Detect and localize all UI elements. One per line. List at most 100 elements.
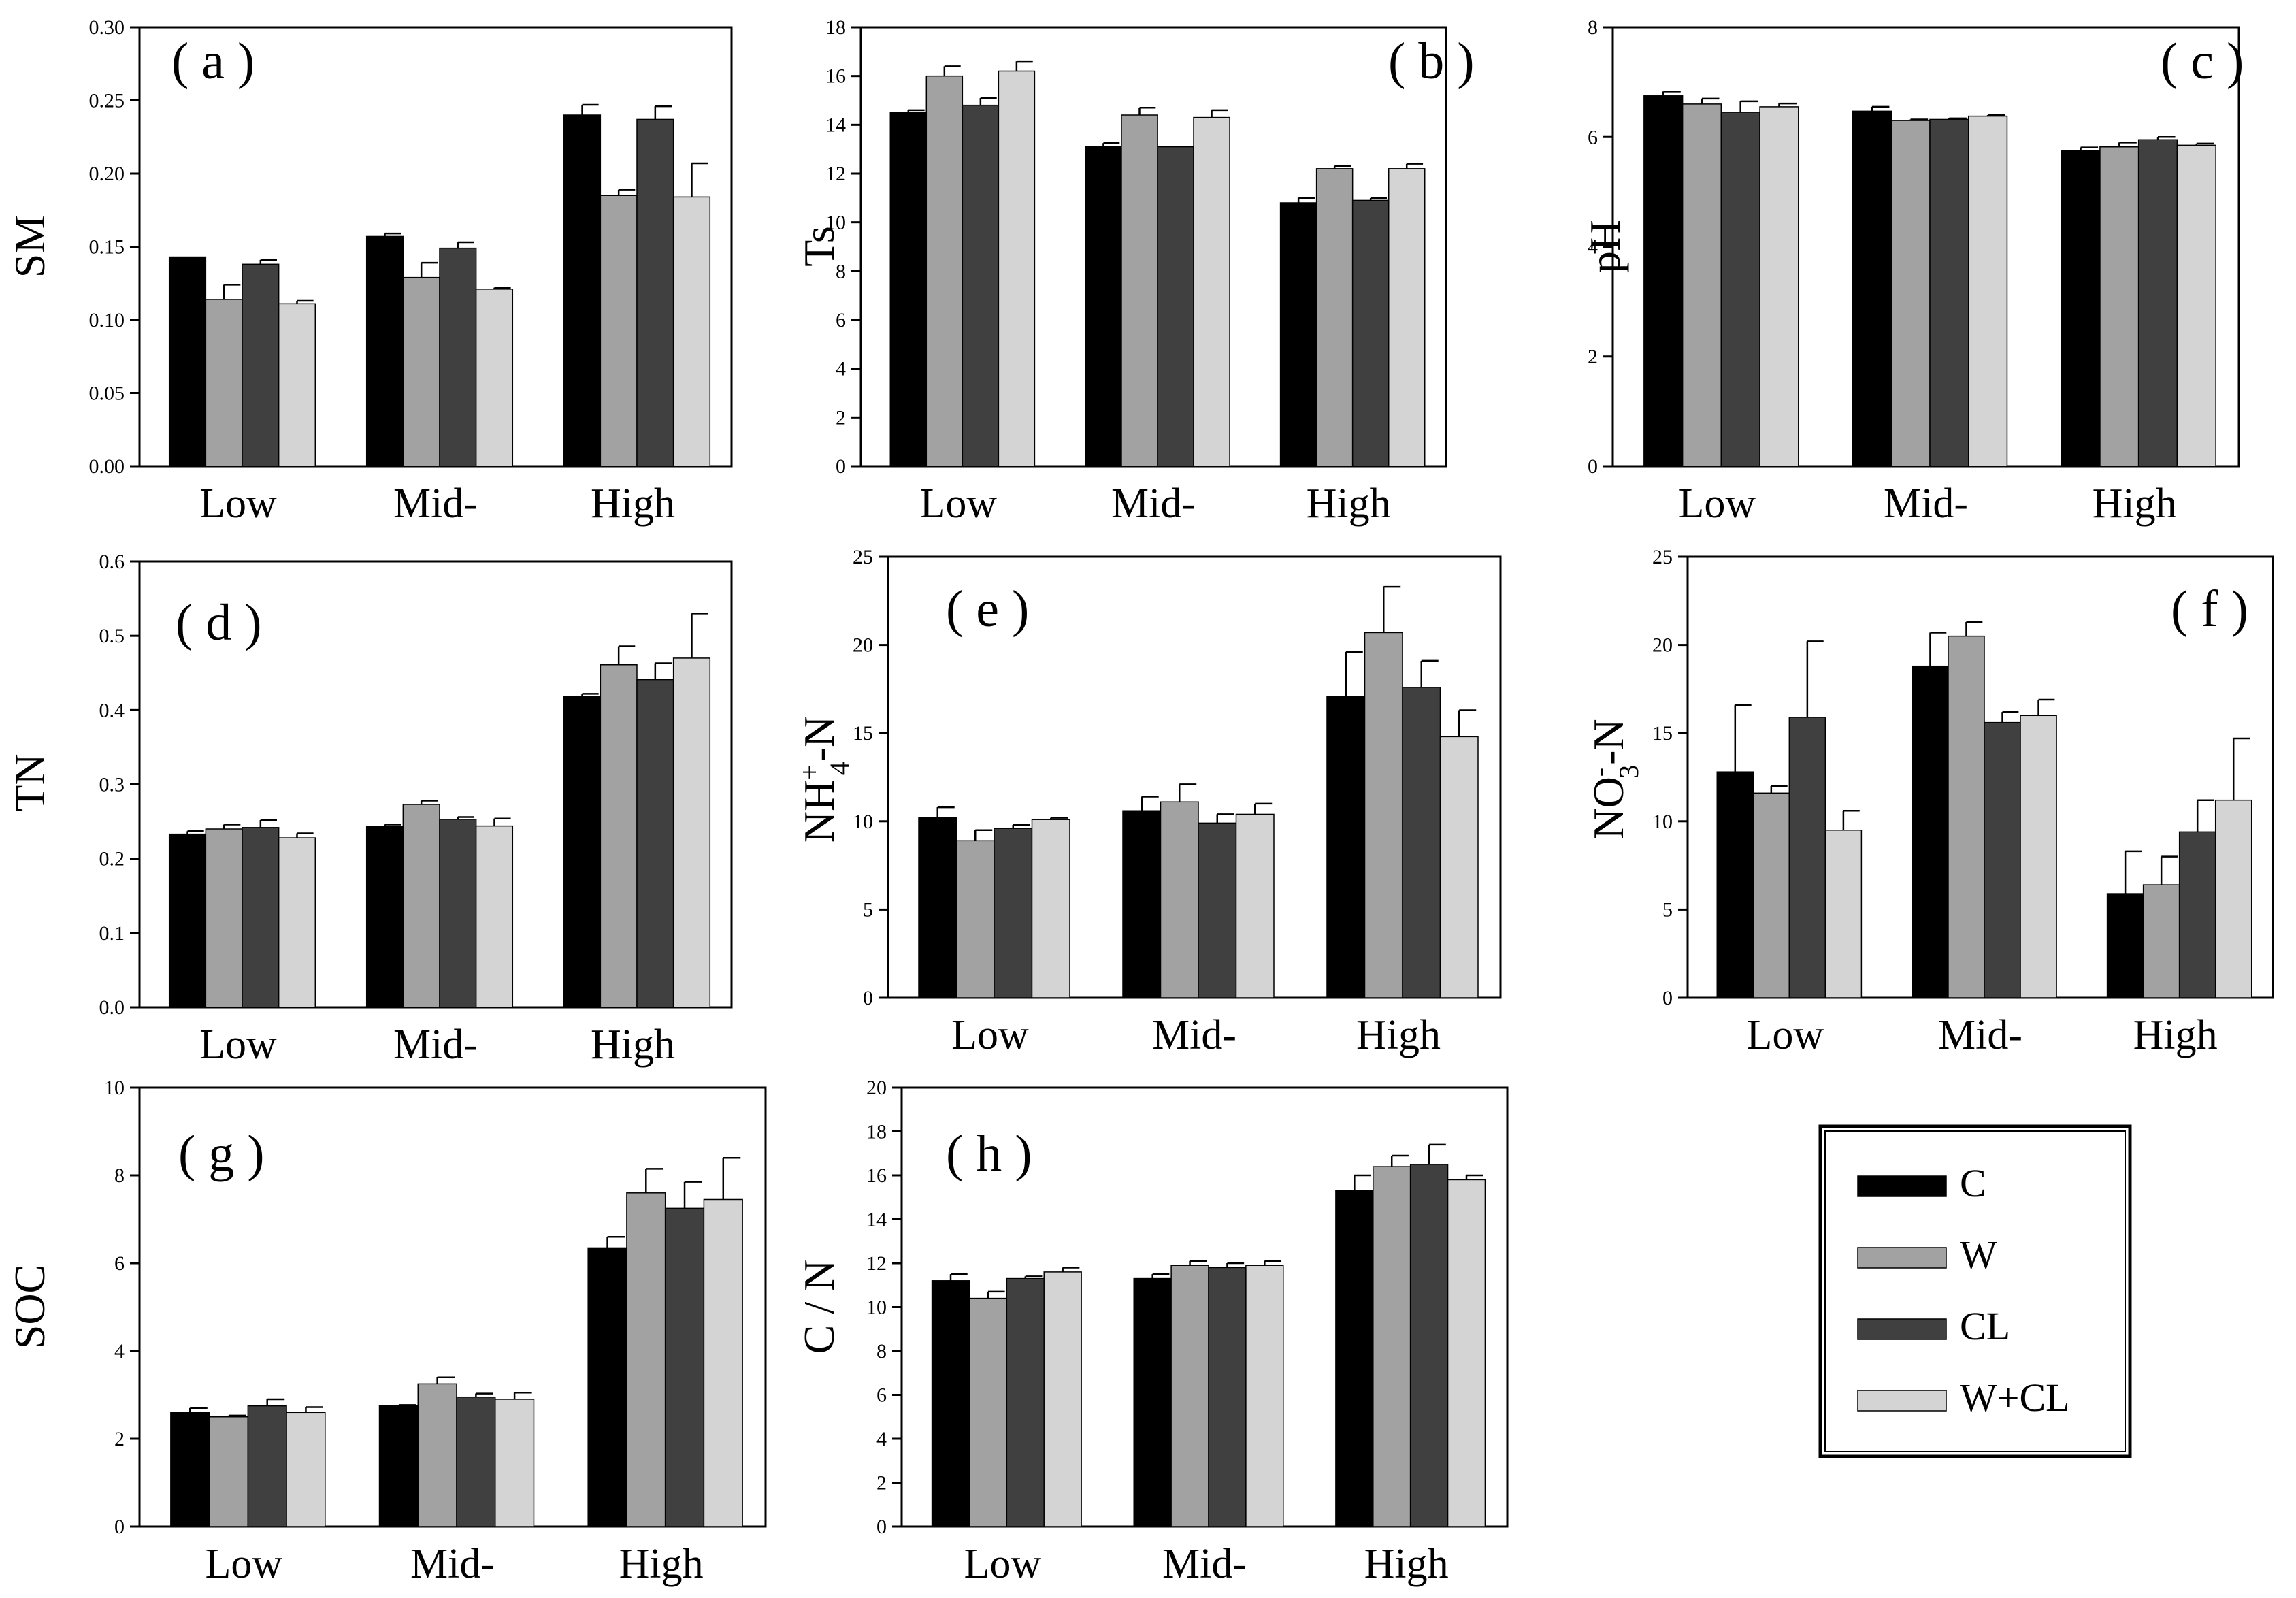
- y-tick-label: 0.25: [89, 90, 125, 112]
- y-tick-label: 14: [866, 1209, 887, 1231]
- bar-c: [563, 114, 602, 467]
- bar-cl: [1006, 1277, 1045, 1527]
- category-label: Mid-: [1111, 480, 1196, 527]
- category-label: Mid-: [1884, 480, 1968, 527]
- bar-c: [1085, 146, 1122, 467]
- bar-cl: [1198, 822, 1237, 998]
- bar-c: [168, 833, 207, 1008]
- bar-cl: [2178, 831, 2216, 998]
- bar-wpluscl: [278, 837, 316, 1008]
- bar-c: [1643, 95, 1684, 467]
- y-tick-label: 10: [853, 811, 873, 833]
- bar-w: [402, 276, 440, 467]
- bar-wpluscl: [494, 1399, 535, 1527]
- y-axis-label: pH: [1581, 220, 1629, 273]
- bar-wpluscl: [1245, 1265, 1284, 1527]
- bar-wpluscl: [475, 289, 514, 467]
- category-label: High: [1364, 1541, 1449, 1587]
- y-tick-label: 0.20: [89, 163, 125, 185]
- y-tick-label: 2: [114, 1428, 125, 1450]
- y-tick-label: 10: [825, 212, 846, 234]
- y-tick-label: 6: [1588, 126, 1598, 148]
- y-axis-label: SOC: [5, 1265, 54, 1350]
- bar-wpluscl: [672, 196, 711, 467]
- panel-a: 0.00 0.05 0.10 0.15 0.20 0.25 0.30 Low Mid- High (…: [5, 16, 733, 527]
- bar-c: [1716, 771, 1754, 998]
- bar-cl: [1351, 199, 1390, 467]
- panel-g: 0 2 4 6 8 10 Low Mid- High ( g ) SOC: [5, 1077, 767, 1587]
- bar-wpluscl: [1388, 168, 1426, 467]
- bar-wpluscl: [2214, 799, 2252, 998]
- y-tick-label: 15: [1652, 722, 1673, 745]
- y-tick-label: 20: [1652, 634, 1673, 657]
- y-tick-label: 0: [1588, 455, 1598, 478]
- bar-wpluscl: [1235, 813, 1275, 998]
- category-label: Low: [199, 480, 277, 527]
- bar-cl: [242, 263, 280, 467]
- category-label: Low: [1747, 1012, 1824, 1058]
- y-tick-label: 16: [866, 1164, 887, 1187]
- category-label: High: [619, 1541, 704, 1587]
- y-tick-label: 0.1: [99, 922, 125, 945]
- bar-c: [563, 696, 602, 1008]
- category-label: High: [2093, 480, 2177, 527]
- y-tick-label: 0.05: [89, 382, 125, 405]
- y-tick-label: 0: [863, 987, 873, 1009]
- bar-c: [365, 826, 404, 1008]
- category-label: Low: [951, 1012, 1029, 1058]
- bar-cl: [1208, 1267, 1247, 1527]
- y-tick-label: 20: [853, 634, 873, 657]
- bar-w: [600, 664, 638, 1008]
- y-tick-label: 2: [836, 406, 846, 429]
- bar-w: [925, 75, 964, 467]
- bar-cl: [636, 118, 674, 467]
- y-tick-label: 0.15: [89, 236, 125, 259]
- legend-swatch: [1857, 1175, 1947, 1197]
- y-axis-label: NH+4-N: [794, 716, 855, 843]
- bar-w: [2099, 146, 2139, 467]
- bar-cl: [439, 247, 477, 467]
- y-tick-label: 18: [866, 1121, 887, 1143]
- bar-c: [170, 1412, 210, 1527]
- y-tick-label: 0.4: [99, 699, 125, 721]
- bar-wpluscl: [2020, 715, 2057, 998]
- y-tick-label: 18: [825, 16, 846, 39]
- y-tick-label: 4: [114, 1340, 125, 1363]
- legend-inner-frame: [1824, 1130, 2126, 1452]
- bar-w: [208, 1416, 249, 1527]
- y-axis-label: NO-3-N: [1584, 719, 1644, 839]
- bar-c: [1122, 810, 1162, 998]
- y-tick-label: 4: [836, 358, 846, 380]
- bar-c: [1326, 696, 1366, 998]
- bar-c: [2061, 150, 2101, 467]
- bar-wpluscl: [1193, 116, 1230, 467]
- y-tick-label: 0.0: [99, 996, 125, 1019]
- y-tick-label: 0.6: [99, 551, 125, 573]
- category-label: Low: [920, 480, 998, 527]
- bar-wpluscl: [1824, 830, 1863, 998]
- bar-wpluscl: [1439, 736, 1479, 998]
- y-tick-label: 0.2: [99, 848, 125, 870]
- bar-w: [1121, 114, 1158, 467]
- y-tick-label: 25: [1652, 546, 1673, 568]
- panel-label: ( g ): [178, 1125, 265, 1182]
- panel-label: ( c ): [2161, 33, 2244, 90]
- y-tick-label: 12: [825, 163, 846, 185]
- bar-cl: [1788, 717, 1826, 998]
- y-tick-label: 0: [876, 1516, 887, 1538]
- y-tick-label: 14: [825, 114, 846, 136]
- legend-swatch: [1857, 1318, 1947, 1340]
- bar-cl: [1929, 118, 1969, 467]
- legend-swatch: [1857, 1390, 1947, 1412]
- y-tick-label: 4: [1588, 236, 1598, 259]
- panel-h: 0 2 4 6 8 10 12 14 16 18 20 Low Mid- High ( h ) C / N: [795, 1077, 1509, 1587]
- y-tick-label: 5: [863, 898, 873, 921]
- panel-b: 0 2 4 6 8 10 12 14 16 18 Low Mid- High ( b ) Ts: [795, 16, 1475, 527]
- bar-w: [2142, 884, 2180, 998]
- bar-cl: [1720, 112, 1760, 467]
- bar-wpluscl: [1967, 115, 2008, 467]
- category-label: Mid-: [410, 1541, 495, 1587]
- bar-wpluscl: [672, 657, 711, 1008]
- y-tick-label: 0: [836, 455, 846, 478]
- legend-label: W+CL: [1960, 1375, 2070, 1420]
